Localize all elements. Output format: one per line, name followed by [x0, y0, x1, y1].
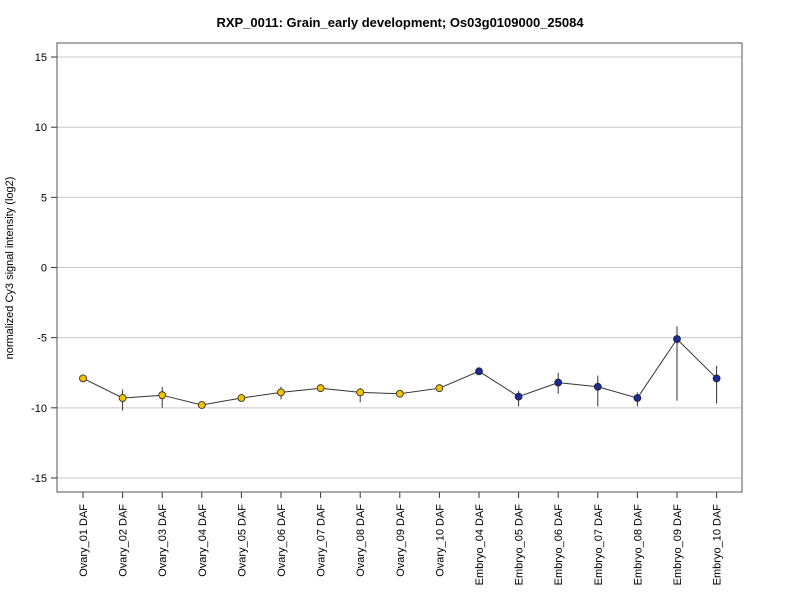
- data-point: [197, 401, 206, 409]
- data-point: [356, 388, 365, 397]
- grid-lines: [57, 56, 742, 479]
- y-tick-label: -15: [31, 473, 47, 485]
- data-point: [316, 384, 325, 393]
- x-tick-label: Embryo_06 DAF: [553, 504, 565, 586]
- data-point: [633, 394, 642, 402]
- x-tick-label: Ovary_08 DAF: [355, 504, 367, 577]
- x-tick-label: Embryo_09 DAF: [672, 504, 684, 586]
- x-tick-label: Ovary_06 DAF: [276, 504, 288, 577]
- data-point: [554, 378, 563, 387]
- x-tick-label: Ovary_04 DAF: [197, 504, 209, 577]
- chart-title: RXP_0011: Grain_early development; Os03g…: [216, 15, 584, 30]
- data-point: [712, 374, 721, 383]
- x-tick-label: Embryo_07 DAF: [593, 504, 605, 586]
- data-point: [277, 388, 285, 397]
- x-tick-label: Ovary_03 DAF: [157, 504, 169, 577]
- x-tick-label: Ovary_05 DAF: [236, 504, 248, 577]
- data-point: [435, 384, 444, 393]
- y-tick-label: 5: [41, 192, 47, 204]
- data-point: [158, 391, 167, 400]
- data-point: [514, 392, 523, 401]
- data-series: [79, 326, 721, 411]
- x-tick-label: Embryo_08 DAF: [632, 504, 644, 586]
- x-tick-label: Ovary_01 DAF: [78, 504, 90, 577]
- plot-frame: [56, 42, 743, 493]
- data-point: [395, 389, 404, 398]
- y-tick-label: -5: [37, 333, 47, 345]
- x-tick-label: Ovary_07 DAF: [316, 504, 328, 577]
- x-tick-label: Embryo_05 DAF: [514, 504, 526, 586]
- data-point: [593, 382, 602, 391]
- x-tick-label: Embryo_04 DAF: [474, 504, 486, 586]
- y-tick-label: 0: [41, 263, 47, 275]
- data-point: [237, 394, 246, 402]
- y-tick-label: -10: [31, 403, 47, 415]
- x-tick-label: Embryo_10 DAF: [712, 504, 724, 586]
- axes: -15 -10 -5 0 5 10 15 Ovary_01 DAF Ovary_02 DAF Ov…: [31, 52, 724, 585]
- x-tick-label: Ovary_02 DAF: [118, 504, 130, 577]
- data-point: [118, 394, 127, 402]
- data-point: [79, 374, 87, 383]
- data-point: [673, 335, 681, 343]
- y-tick-label: 15: [35, 52, 47, 64]
- y-tick-label: 10: [35, 122, 47, 134]
- x-tick-label: Ovary_10 DAF: [434, 504, 446, 577]
- data-point: [475, 367, 483, 376]
- y-axis-label: normalized Cy3 signal intensity (log2): [4, 177, 16, 360]
- x-tick-label: Ovary_09 DAF: [395, 504, 407, 577]
